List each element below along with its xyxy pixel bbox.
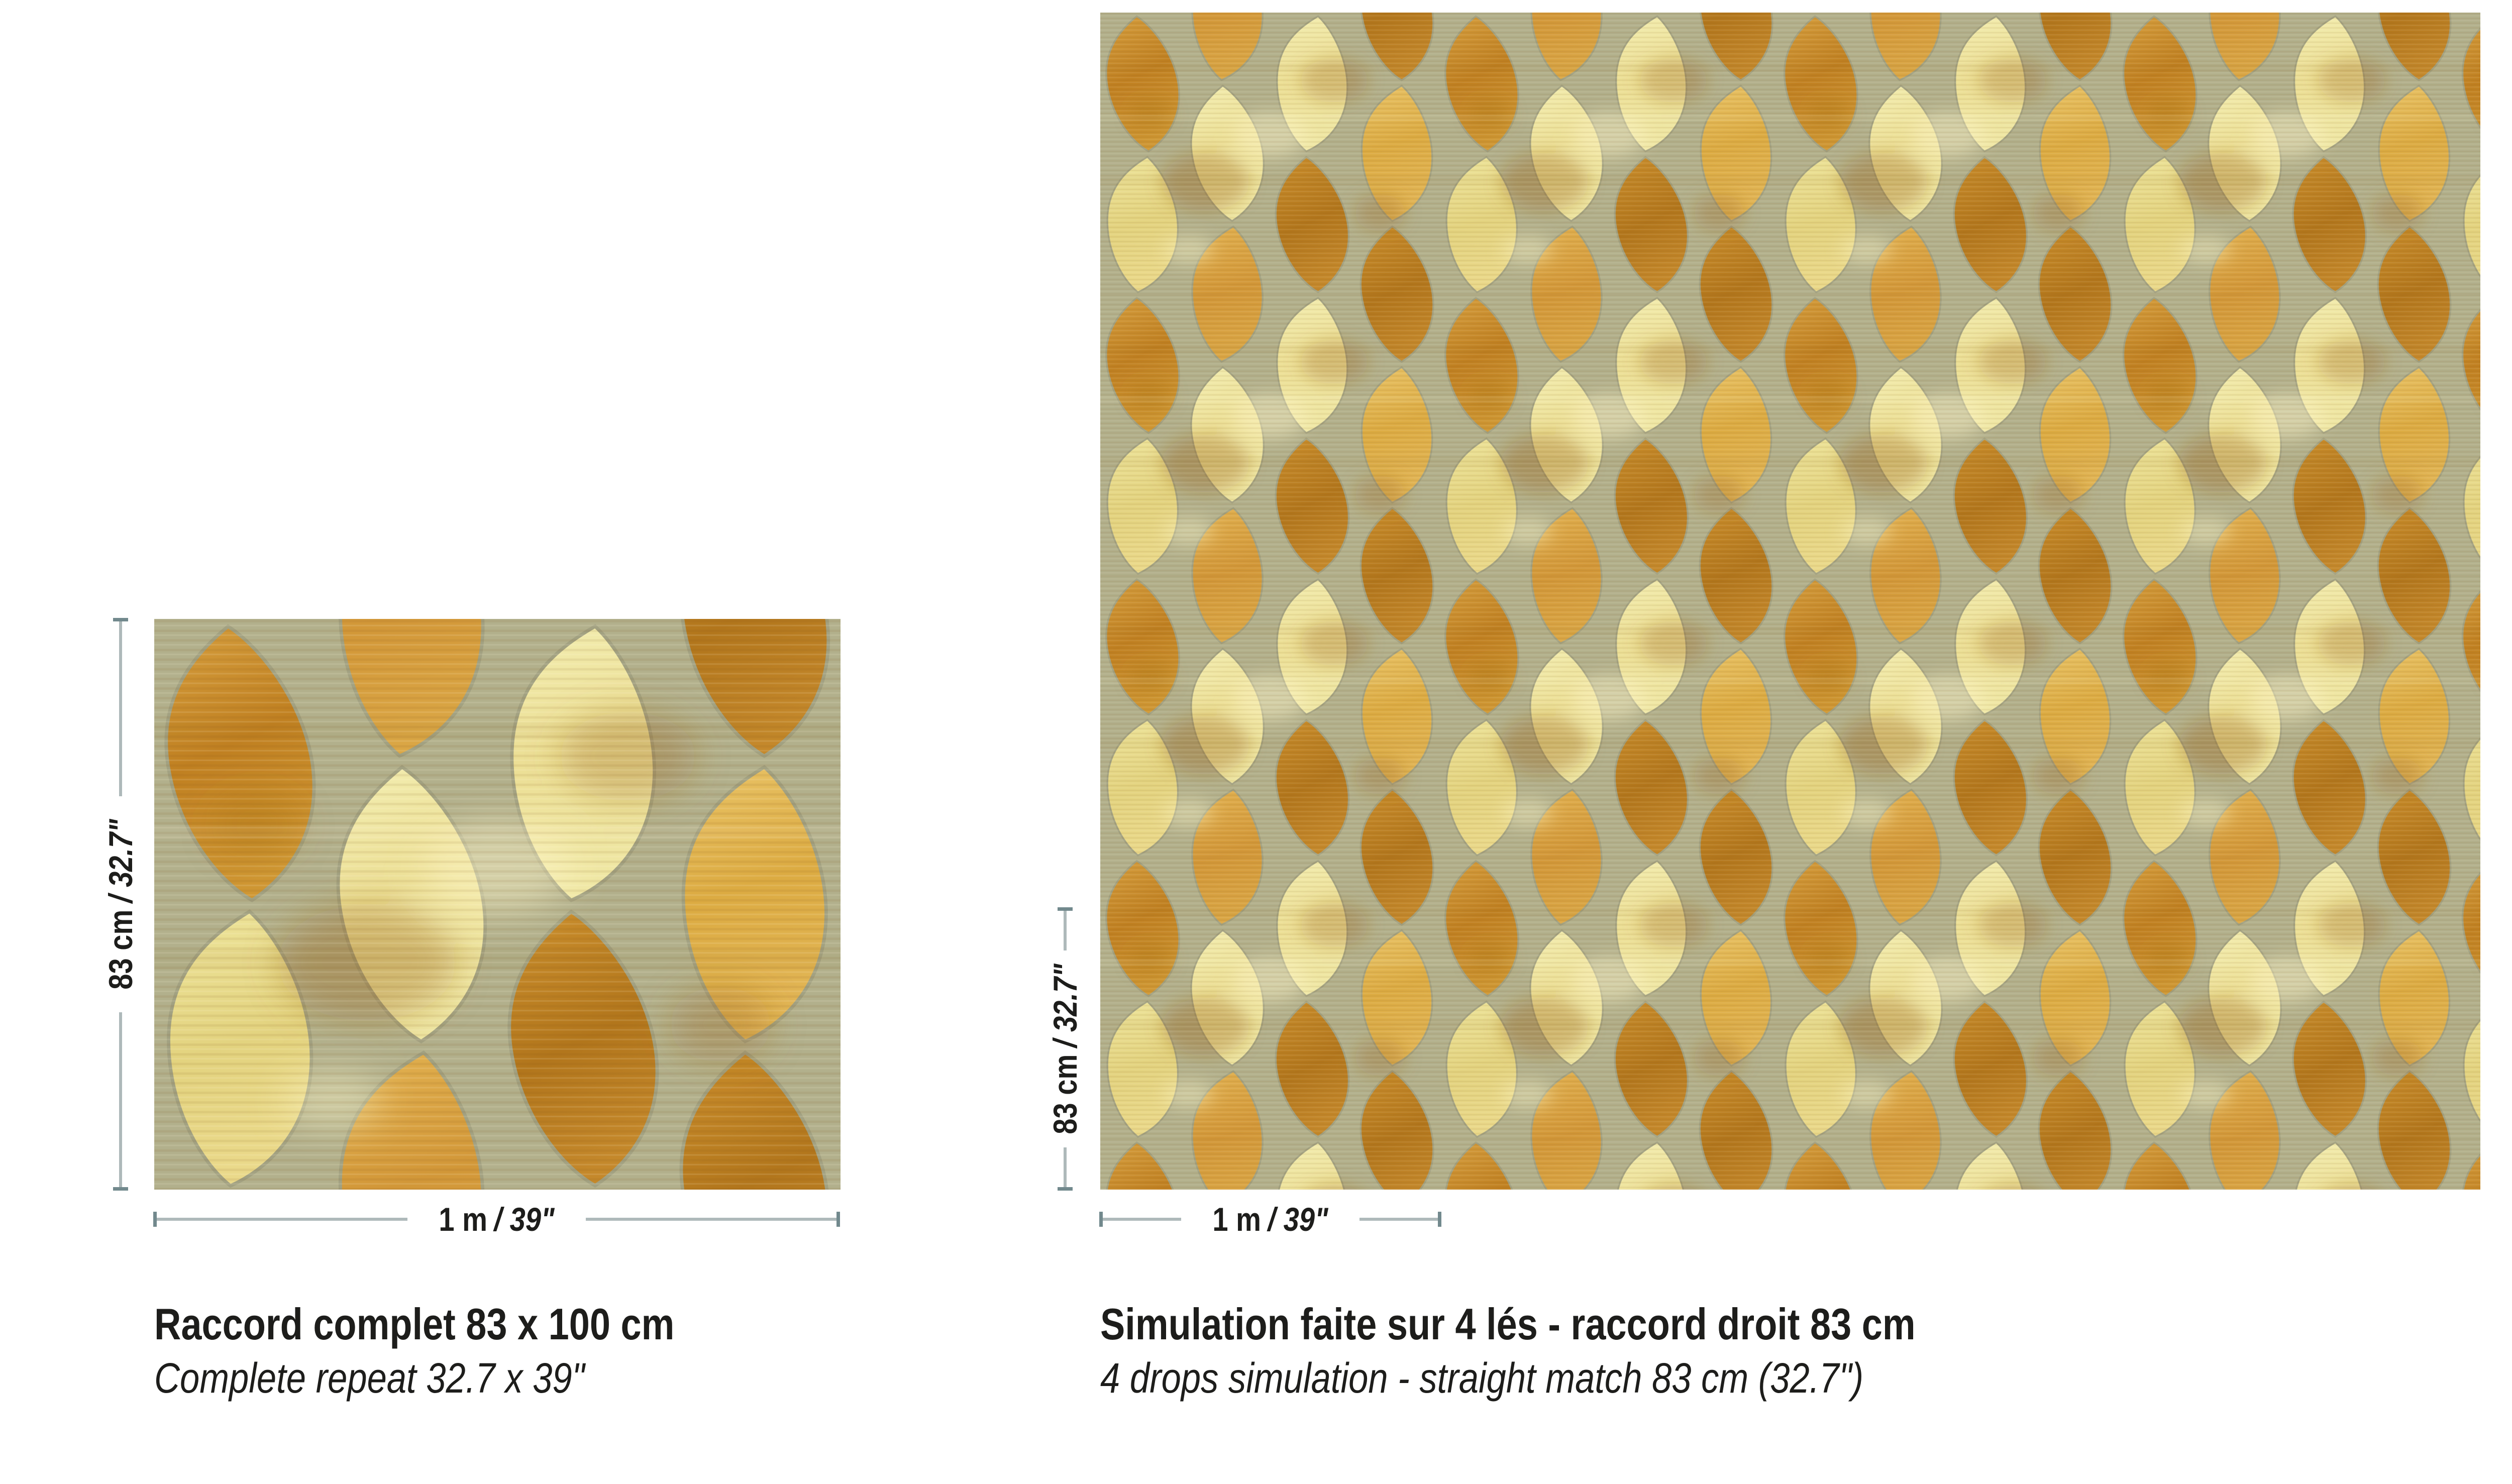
repeat-width-dimension: 1 m/ 39" [154, 1203, 840, 1236]
repeat-caption: Raccord complet 83 x 100 cm Complete rep… [154, 1298, 774, 1406]
repeat-height-imperial: / 32.7" [102, 819, 139, 903]
repeat-width-metric: 1 m [439, 1201, 488, 1238]
simulation-height-dimension: 83 cm / 32.7" [1046, 908, 1084, 1190]
simulation-height-metric: 83 cm [1046, 1054, 1084, 1134]
simulation-caption: Simulation faite sur 4 lés - raccord dro… [1100, 1298, 2071, 1406]
dimension-line-segment [154, 1218, 408, 1221]
dimension-line-segment [1064, 1147, 1067, 1190]
dimension-line-segment [1100, 1218, 1182, 1221]
dimension-line-segment [1359, 1218, 1441, 1221]
dimension-line-segment [119, 619, 122, 796]
simulation-swatch-image [1100, 13, 2480, 1190]
simulation-width-imperial: / 39" [1268, 1201, 1328, 1238]
repeat-width-imperial: / 39" [494, 1201, 555, 1238]
simulation-caption-french: Simulation faite sur 4 lés - raccord dro… [1100, 1299, 1916, 1349]
repeat-caption-french: Raccord complet 83 x 100 cm [154, 1299, 675, 1349]
dimension-line-segment [119, 1012, 122, 1190]
simulation-height-imperial: / 32.7" [1046, 964, 1084, 1048]
simulation-width-metric: 1 m [1212, 1201, 1262, 1238]
simulation-height-label: 83 cm / 32.7" [1046, 950, 1084, 1147]
dimension-line-segment [1064, 908, 1067, 950]
repeat-caption-english: Complete repeat 32.7 x 39" [154, 1354, 585, 1402]
simulation-width-label: 1 m/ 39" [1181, 1203, 1359, 1236]
repeat-height-label: 83 cm / 32.7" [102, 796, 139, 1012]
simulation-caption-english: 4 drops simulation - straight match 83 c… [1100, 1354, 1864, 1402]
repeat-height-metric: 83 cm [102, 909, 139, 990]
simulation-width-dimension: 1 m/ 39" [1100, 1203, 1441, 1236]
repeat-height-dimension: 83 cm / 32.7" [102, 619, 139, 1190]
repeat-swatch-image [154, 619, 841, 1190]
repeat-width-label: 1 m/ 39" [407, 1203, 586, 1236]
dimension-line-segment [585, 1218, 840, 1221]
